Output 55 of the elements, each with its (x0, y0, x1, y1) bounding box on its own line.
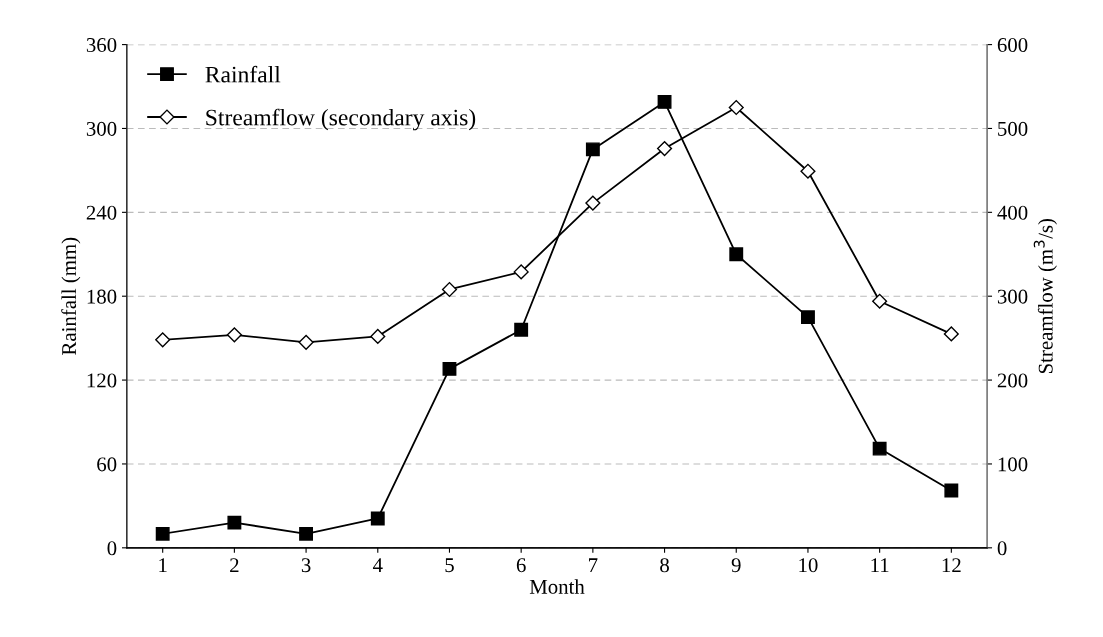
y-axis-title: Rainfall (mm) (61, 237, 81, 355)
point (585, 142, 600, 157)
point (298, 334, 314, 350)
point (514, 322, 529, 337)
point (227, 515, 242, 530)
point (226, 327, 242, 343)
point (872, 441, 887, 456)
y-tick-label: 120 (87, 373, 117, 388)
y2-tick-label: 0 (997, 541, 1007, 556)
point (442, 361, 457, 376)
y-tick-label: 360 (86, 37, 117, 53)
y2-tick-label: 200 (997, 373, 1028, 388)
point (370, 328, 386, 345)
y2-tick-label: 400 (997, 205, 1028, 220)
point (872, 293, 888, 309)
point (944, 483, 959, 498)
x-tick-label: 2 (230, 558, 239, 572)
point (441, 281, 458, 298)
y-tick-label: 300 (86, 121, 117, 136)
point (299, 526, 314, 541)
point (155, 526, 170, 541)
y2-axis-title: Streamflow (m$^{3}$/s) (1033, 218, 1057, 374)
legend-label: Streamflow (secondary axis) (206, 108, 476, 131)
y2-tick-label: 300 (997, 289, 1028, 304)
x-tick-label: 7 (589, 558, 598, 572)
x-tick-label: 1 (159, 558, 167, 572)
y2-tick-label: 100 (998, 457, 1028, 472)
point (801, 310, 815, 325)
x-tick-label: 8 (660, 558, 669, 573)
y2-tick-label: 500 (998, 121, 1028, 136)
point (370, 511, 385, 526)
point (155, 332, 171, 348)
point (728, 99, 744, 116)
y-tick-label: 180 (87, 289, 117, 304)
x-tick-label: 11 (871, 558, 889, 572)
point (729, 247, 744, 262)
x-tick-label: 9 (731, 558, 741, 573)
point (800, 163, 816, 179)
x-tick-label: 6 (516, 558, 526, 573)
y-tick-label: 60 (97, 457, 117, 472)
y2-tick-label: 600 (997, 37, 1028, 53)
point (513, 264, 529, 280)
x-axis-title: Month (529, 579, 585, 594)
point (585, 195, 601, 211)
x-tick-label: 4 (372, 558, 383, 572)
y-tick-label: 240 (86, 205, 117, 220)
x-tick-label: 10 (799, 558, 818, 573)
point (943, 326, 959, 342)
y-tick-label: 0 (107, 541, 117, 556)
x-tick-label: 5 (445, 558, 454, 573)
legend-label: Rainfall (205, 65, 281, 83)
point (656, 141, 673, 157)
x-tick-label: 3 (301, 558, 311, 573)
point (657, 94, 672, 109)
x-tick-label: 12 (942, 558, 961, 572)
